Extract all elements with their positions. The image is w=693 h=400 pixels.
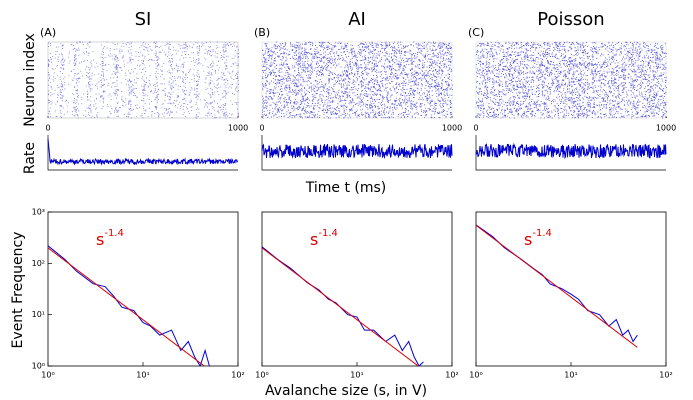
series-line <box>476 224 638 343</box>
raster-spikes <box>48 41 239 119</box>
x-tick-label: 10² <box>231 371 244 380</box>
x-tick-label: 0 <box>473 124 478 133</box>
y-tick-label: 10¹ <box>32 310 45 319</box>
series-line <box>476 224 638 348</box>
x-label: Time t (ms) <box>305 180 387 196</box>
annotation-exponent: -1.4 <box>104 228 124 239</box>
annotation-exponent: -1.4 <box>318 228 338 239</box>
rate-axes <box>475 135 666 171</box>
annotation: s-1.4 <box>96 228 124 249</box>
x-tick-label: 10⁰ <box>255 371 268 380</box>
x-tick-label: 10¹ <box>350 371 363 380</box>
y-tick-label: 10² <box>32 259 45 268</box>
panel-label: (C) <box>468 26 484 39</box>
rate-trace <box>475 142 667 160</box>
plot-area <box>476 224 638 348</box>
plot-frame <box>261 211 453 367</box>
x-tick-label: 10² <box>445 371 458 380</box>
x-tick-label: 10² <box>659 371 672 380</box>
panel-title: AI <box>348 9 366 30</box>
y-tick-label: 10⁰ <box>32 362 45 371</box>
annotation: s-1.4 <box>310 228 338 249</box>
plot-frame <box>47 211 239 367</box>
rate-trace <box>47 138 239 166</box>
panel-label: (A) <box>40 26 56 39</box>
x-tick-label: 0 <box>45 124 50 133</box>
raster-spikes <box>476 41 667 119</box>
plot-frame <box>475 211 667 367</box>
panel-title: Poisson <box>537 9 604 30</box>
x-label: Avalanche size (s, in V) <box>265 383 427 399</box>
annotation-base: s <box>310 230 318 249</box>
series-line <box>48 247 206 366</box>
panel-title: SI <box>135 9 152 30</box>
x-tick-label: 1000 <box>228 124 248 133</box>
raster-spikes <box>262 41 453 119</box>
raster-frame <box>261 41 453 119</box>
x-tick-label: 10⁰ <box>41 371 54 380</box>
rate-axes <box>261 135 452 171</box>
x-tick-label: 1000 <box>442 124 462 133</box>
plot-area <box>262 246 424 366</box>
y-label: Neuron index <box>22 33 38 127</box>
x-tick-label: 1000 <box>656 124 676 133</box>
annotation-exponent: -1.4 <box>532 228 552 239</box>
annotation-base: s <box>524 230 532 249</box>
series-line <box>262 247 420 366</box>
x-tick-label: 10⁰ <box>469 371 482 380</box>
series-line <box>262 246 424 366</box>
panel-label: (B) <box>254 26 270 39</box>
annotation-base: s <box>96 230 104 249</box>
x-tick-label: 10¹ <box>564 371 577 380</box>
plot-area <box>48 245 210 366</box>
y-label: Event Frequency <box>10 232 26 349</box>
y-tick-label: 10³ <box>32 208 45 217</box>
annotation: s-1.4 <box>524 228 552 249</box>
rate-axes <box>47 135 238 171</box>
x-tick-label: 10¹ <box>136 371 149 380</box>
series-line <box>48 245 210 366</box>
rate-trace <box>261 143 453 160</box>
x-tick-label: 0 <box>259 124 264 133</box>
y-label: Rate <box>22 142 38 174</box>
